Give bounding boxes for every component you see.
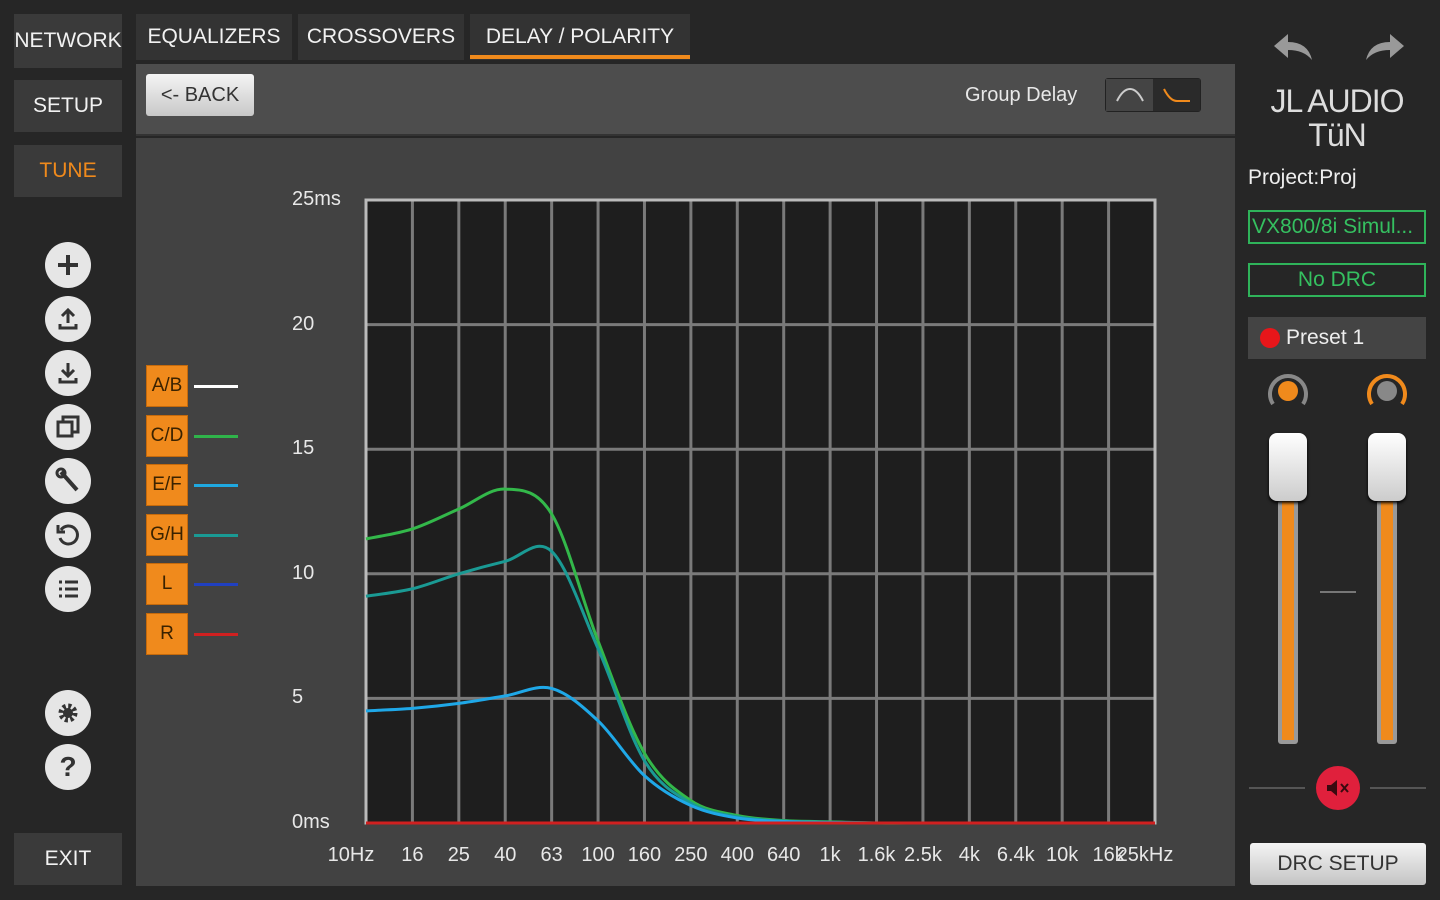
- x-tick-label: 2.5k: [904, 844, 942, 866]
- right-slider-fill: [1381, 500, 1393, 740]
- channel-toggle-ab[interactable]: A/B: [146, 365, 188, 407]
- tab-equalizers[interactable]: EQUALIZERS: [136, 14, 292, 60]
- reset-icon[interactable]: [45, 512, 91, 558]
- y-tick-label: 0ms: [292, 811, 330, 833]
- undo-icon[interactable]: [1272, 30, 1316, 69]
- x-tick-label: 6.4k: [996, 844, 1035, 866]
- tab-delay-polarity[interactable]: DELAY / POLARITY: [470, 14, 690, 60]
- wrench-icon[interactable]: [45, 458, 91, 504]
- mute-icon[interactable]: [1316, 766, 1360, 810]
- x-tick-label: 100: [581, 844, 615, 866]
- preset-label: Preset 1: [1286, 326, 1365, 349]
- tab-label: DELAY / POLARITY: [485, 25, 675, 48]
- group-delay-toggle[interactable]: [1105, 78, 1201, 112]
- redo-icon[interactable]: [1362, 30, 1406, 69]
- add-icon[interactable]: [45, 242, 91, 288]
- legend-line: [194, 434, 238, 438]
- channel-toggle-ef[interactable]: E/F: [146, 464, 188, 506]
- x-tick-label: 25: [447, 844, 470, 866]
- channel-toggle-l[interactable]: L: [146, 563, 188, 605]
- x-tick-label: 40: [494, 844, 517, 866]
- preset-status-dot: [1260, 328, 1280, 348]
- preset-selector[interactable]: Preset 1: [1248, 317, 1426, 359]
- y-tick-label: 10: [292, 561, 315, 584]
- x-tick-label: 16: [401, 844, 424, 866]
- left-level-slider[interactable]: [1278, 500, 1298, 744]
- back-button[interactable]: <- BACK: [146, 74, 254, 116]
- device-selector[interactable]: VX800/8i Simul...: [1248, 210, 1426, 244]
- y-tick-label: 15: [292, 437, 315, 460]
- y-tick-label: 5: [292, 686, 304, 709]
- upload-icon[interactable]: [45, 296, 91, 342]
- divider: [1370, 787, 1426, 789]
- x-tick-label: 400: [720, 844, 754, 866]
- project-label: Project:Proj: [1248, 166, 1357, 189]
- logo-line2: TüN: [1308, 117, 1366, 153]
- left-slider-knob[interactable]: [1269, 433, 1307, 501]
- legend-line: [194, 484, 238, 487]
- nav-network[interactable]: NETWORK: [14, 14, 122, 68]
- y-tick-label: 20: [292, 312, 315, 335]
- help-icon[interactable]: ?: [45, 744, 91, 790]
- divider: [1249, 787, 1305, 789]
- x-tick-label: 25kHz: [1116, 844, 1174, 866]
- toolbar: [136, 64, 1235, 136]
- x-tick-label: 1k: [819, 844, 841, 866]
- x-tick-label: 4k: [958, 844, 980, 866]
- curve-up-icon[interactable]: [1106, 79, 1153, 111]
- x-tick-label: 10k: [1046, 844, 1079, 866]
- legend-line: [194, 583, 238, 586]
- copy-icon[interactable]: [45, 404, 91, 450]
- channel-toggle-r[interactable]: R: [146, 612, 188, 655]
- legend-line: [194, 385, 238, 388]
- source-right-icon[interactable]: [1364, 368, 1410, 417]
- x-tick-label: 1.6k: [857, 844, 896, 866]
- x-tick-label: 16k: [1092, 844, 1125, 866]
- x-tick-label: 250: [674, 844, 708, 866]
- x-tick-label: 640: [767, 844, 801, 866]
- x-tick-label: 160: [627, 844, 662, 866]
- drc-setup-button[interactable]: DRC SETUP: [1250, 843, 1426, 885]
- y-tick-label: 25ms: [292, 188, 341, 210]
- tab-crossovers[interactable]: CROSSOVERS: [298, 14, 464, 60]
- nav-setup[interactable]: SETUP: [14, 80, 122, 132]
- list-icon[interactable]: [45, 566, 91, 612]
- nav-tune[interactable]: TUNE: [14, 145, 122, 197]
- curve-down-icon[interactable]: [1153, 79, 1200, 111]
- legend-line: [194, 632, 238, 636]
- legend-line: [194, 533, 238, 537]
- left-slider-fill: [1282, 500, 1294, 740]
- channel-toggle-cd[interactable]: C/D: [146, 414, 188, 457]
- group-delay-label: Group Delay: [965, 84, 1078, 106]
- download-icon[interactable]: [45, 350, 91, 396]
- right-level-slider[interactable]: [1377, 500, 1397, 744]
- drc-status[interactable]: No DRC: [1248, 263, 1426, 297]
- active-tab-indicator: [470, 55, 690, 59]
- plot-area: [366, 200, 1155, 823]
- right-slider-knob[interactable]: [1368, 433, 1406, 501]
- divider: [1320, 591, 1356, 593]
- nav-exit[interactable]: EXIT: [14, 833, 122, 885]
- x-tick-label: 63: [540, 844, 563, 866]
- x-tick-label: 10Hz: [327, 844, 375, 866]
- logo: JL AUDIO TüN: [1246, 84, 1428, 152]
- logo-line1: JL AUDIO: [1270, 83, 1404, 119]
- channel-toggle-gh[interactable]: G/H: [146, 513, 188, 556]
- settings-icon[interactable]: [45, 690, 91, 736]
- source-left-icon[interactable]: [1265, 368, 1311, 417]
